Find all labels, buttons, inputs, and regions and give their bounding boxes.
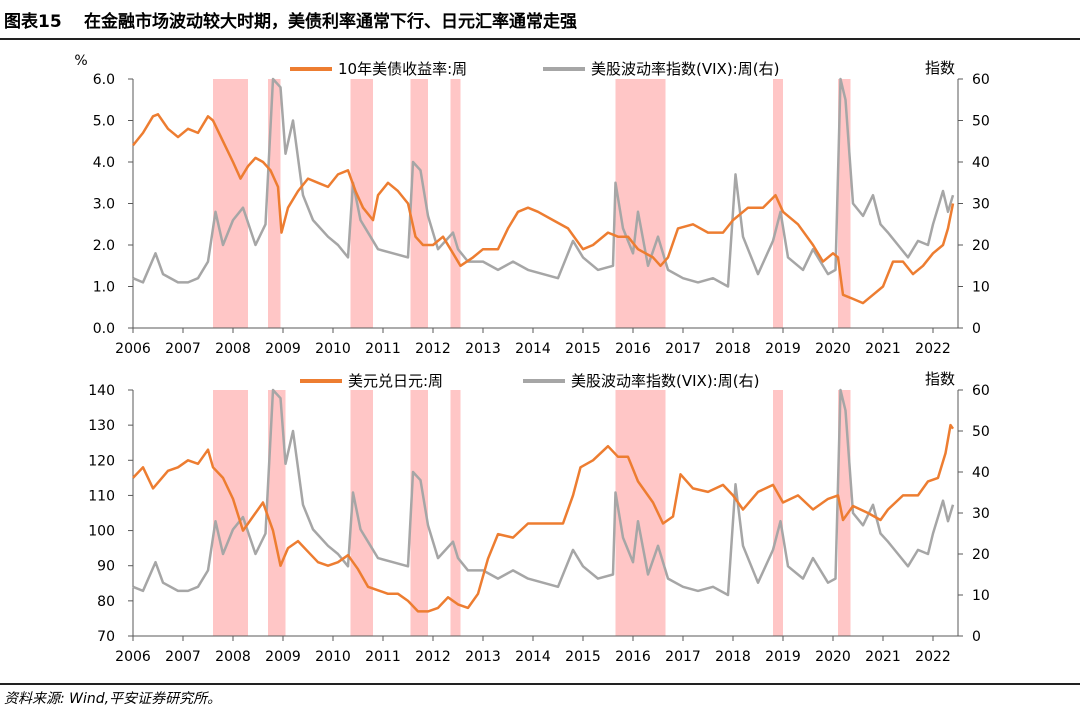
left-tick-label: 130 (88, 418, 115, 434)
x-tick-label: 2013 (465, 341, 501, 357)
right-tick-label: 60 (972, 383, 990, 399)
right-tick-label: 0 (972, 629, 981, 645)
right-tick-label: 20 (972, 547, 990, 563)
x-tick-label: 2011 (365, 341, 401, 357)
x-tick-label: 2006 (115, 341, 151, 357)
x-tick-label: 2019 (765, 341, 801, 357)
shaded-period-6 (615, 79, 666, 328)
x-tick-label: 2013 (465, 649, 501, 665)
left-axis-unit: % (74, 53, 87, 69)
legend-label: 美元兑日元:周 (348, 372, 443, 390)
left-tick-label: 70 (97, 629, 115, 645)
left-tick-label: 120 (88, 453, 115, 469)
shaded-period-5 (450, 79, 461, 328)
left-tick-label: 140 (88, 383, 115, 399)
right-tick-label: 40 (972, 155, 990, 171)
x-tick-label: 2015 (565, 341, 601, 357)
chart-panel-1: 0.0 1.0 2.0 3.0 4.0 5.0 6.0 0 10 20 30 40 50 60 2006 20… (74, 53, 989, 357)
x-tick-label: 2010 (315, 649, 351, 665)
shaded-period-7 (773, 390, 783, 636)
x-tick-label: 2020 (815, 341, 851, 357)
x-tick-label: 2007 (165, 341, 201, 357)
x-tick-label: 2016 (615, 341, 651, 357)
left-tick-label: 2.0 (93, 238, 115, 254)
right-tick-label: 40 (972, 465, 990, 481)
legend-label: 美股波动率指数(VIX):周(右) (591, 60, 779, 78)
legend-label: 美股波动率指数(VIX):周(右) (571, 372, 759, 390)
x-tick-label: 2014 (515, 341, 551, 357)
shaded-period-4 (410, 79, 428, 328)
x-tick-label: 2017 (665, 649, 701, 665)
right-axis-unit: 指数 (925, 370, 955, 388)
figure-label: 图表15 (4, 12, 62, 32)
x-tick-label: 2010 (315, 341, 351, 357)
series-line-primary (132, 423, 955, 613)
shaded-period-5 (450, 390, 461, 636)
right-tick-label: 10 (972, 280, 990, 296)
right-tick-label: 0 (972, 321, 981, 337)
left-tick-label: 100 (88, 524, 115, 540)
left-tick-label: 80 (97, 594, 115, 610)
x-tick-label: 2006 (115, 649, 151, 665)
x-tick-label: 2020 (815, 649, 851, 665)
right-tick-label: 50 (972, 424, 990, 440)
x-tick-label: 2015 (565, 649, 601, 665)
shaded-period-4 (410, 390, 428, 636)
chart-panel-2: 70 80 90 100 110 120 130 140 0 10 20 30 40 50 60 2006 20… (88, 370, 990, 665)
x-tick-label: 2019 (765, 649, 801, 665)
x-tick-label: 2018 (715, 341, 751, 357)
shaded-period-1 (213, 79, 248, 328)
shaded-period-1 (213, 390, 248, 636)
x-tick-label: 2007 (165, 649, 201, 665)
charts-canvas: 0.0 1.0 2.0 3.0 4.0 5.0 6.0 0 10 20 30 40 50 60 2006 20… (74, 53, 990, 665)
x-tick-label: 2017 (665, 341, 701, 357)
source-note: 资料来源: Wind,平安证券研究所。 (4, 691, 222, 707)
right-tick-label: 10 (972, 588, 990, 604)
series-line-primary (132, 113, 955, 305)
x-tick-label: 2008 (215, 341, 251, 357)
shaded-period-3 (350, 390, 373, 636)
x-tick-label: 2022 (915, 649, 951, 665)
x-tick-label: 2021 (865, 341, 901, 357)
shaded-period-2 (268, 390, 286, 636)
right-tick-label: 50 (972, 114, 990, 130)
source-divider (0, 683, 1080, 685)
figure-title: 在金融市场波动较大时期，美债利率通常下行、日元汇率通常走强 (84, 12, 577, 32)
legend-label: 10年美债收益率:周 (338, 60, 467, 78)
right-tick-label: 30 (972, 197, 990, 213)
right-tick-label: 60 (972, 72, 990, 88)
series-line-vix (132, 388, 955, 597)
x-tick-label: 2011 (365, 649, 401, 665)
left-tick-label: 4.0 (93, 155, 115, 171)
x-tick-label: 2016 (615, 649, 651, 665)
figure-title-bar: 图表15 在金融市场波动较大时期，美债利率通常下行、日元汇率通常走强 (0, 0, 1080, 40)
x-tick-label: 2012 (415, 341, 451, 357)
x-tick-label: 2022 (915, 341, 951, 357)
left-tick-label: 0.0 (93, 321, 115, 337)
x-tick-label: 2012 (415, 649, 451, 665)
left-tick-label: 3.0 (93, 197, 115, 213)
x-tick-label: 2014 (515, 649, 551, 665)
x-tick-label: 2009 (265, 649, 301, 665)
right-tick-label: 20 (972, 238, 990, 254)
x-tick-label: 2009 (265, 341, 301, 357)
right-tick-label: 30 (972, 506, 990, 522)
x-tick-label: 2021 (865, 649, 901, 665)
x-tick-label: 2018 (715, 649, 751, 665)
left-tick-label: 6.0 (93, 72, 115, 88)
left-tick-label: 90 (97, 559, 115, 575)
left-tick-label: 110 (88, 488, 115, 504)
left-tick-label: 5.0 (93, 114, 115, 130)
series-line-vix (132, 77, 955, 288)
shaded-period-2 (268, 79, 281, 328)
right-axis-unit: 指数 (925, 59, 955, 77)
x-tick-label: 2008 (215, 649, 251, 665)
left-tick-label: 1.0 (93, 280, 115, 296)
